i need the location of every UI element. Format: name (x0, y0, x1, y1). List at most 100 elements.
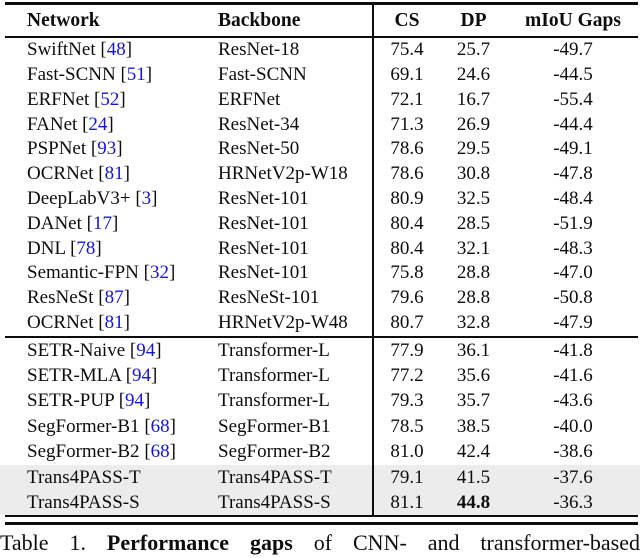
table-caption: Table 1. Performance gaps of CNN- and tr… (0, 530, 640, 556)
cell-network: SETR-Naive [94] (0, 338, 191, 363)
cell-dp: 28.8 (456, 287, 491, 309)
citation-link[interactable]: [78] (70, 237, 102, 259)
cell-miou: -38.6 (553, 441, 593, 463)
cell-network: SETR-PUP [94] (0, 388, 191, 413)
table-rule-bottom-thick (5, 521, 638, 525)
cell-backbone: Trans4PASS-S (218, 491, 331, 513)
citation-link[interactable]: [32] (143, 262, 176, 284)
cell-backbone: SegFormer-B1 (218, 415, 331, 437)
cell-dp: 25.7 (456, 39, 491, 61)
cell-cs: 78.6 (390, 138, 424, 160)
cell-network: SETR-MLA [94] (0, 363, 191, 388)
network-name: ERFNet (27, 88, 90, 110)
cell-backbone: ResNet-101 (218, 262, 309, 284)
cell-miou: -55.4 (553, 88, 593, 110)
cell-backbone: Transformer-L (218, 390, 330, 412)
cell-dp: 26.9 (456, 113, 491, 135)
citation-link[interactable]: [68] (144, 441, 176, 463)
cell-cs: 78.5 (390, 415, 424, 437)
table-header-row: Network Backbone CS DP mIoU Gaps (0, 5, 640, 36)
cell-network: DANet [17] (0, 212, 191, 237)
cell-dp: 16.7 (456, 88, 491, 110)
cell-miou: -44.4 (553, 113, 593, 135)
citation-link[interactable]: [93] (90, 138, 123, 160)
cell-cs: 78.6 (390, 163, 424, 185)
cell-backbone: ResNet-50 (218, 138, 300, 160)
table-row: SegFormer-B2 [68] SegFormer-B2 81.0 42.4… (0, 439, 640, 464)
cell-network: SwiftNet [48] (0, 38, 191, 63)
cell-miou: -40.0 (553, 415, 593, 437)
cell-cs: 81.0 (390, 441, 424, 463)
caption-bold-phrase: Performance gaps (106, 529, 293, 555)
citation-link[interactable]: [3] (135, 187, 158, 209)
citation-link[interactable]: [68] (144, 415, 176, 437)
network-name: SegFormer-B2 (27, 441, 140, 463)
cell-backbone: HRNetV2p-W18 (218, 163, 348, 185)
cell-cs: 80.4 (390, 212, 424, 234)
cell-dp: 42.4 (456, 441, 491, 463)
cell-backbone: ResNet-18 (218, 39, 300, 61)
cell-network: Semantic-FPN [32] (0, 261, 191, 286)
cell-miou: -47.0 (553, 262, 593, 284)
cell-cs: 80.4 (390, 237, 424, 259)
cell-cs: 79.3 (390, 390, 424, 412)
network-name: DNL (27, 237, 66, 259)
table-row: PSPNet [93] ResNet-50 78.6 29.5 -49.1 (0, 137, 640, 162)
cell-dp: 29.5 (456, 138, 491, 160)
table-rule-bottom-thin (5, 515, 638, 518)
cell-miou: -41.6 (553, 364, 593, 386)
table-row: OCRNet [81] HRNetV2p-W48 80.7 32.8 -47.9 (0, 311, 640, 336)
table-row: SETR-MLA [94] Transformer-L 77.2 35.6 -4… (0, 363, 640, 388)
cell-backbone: ResNeSt-101 (218, 287, 320, 309)
citation-link[interactable]: [81] (98, 311, 130, 333)
cell-cs: 80.9 (390, 187, 424, 209)
cell-cs: 75.4 (390, 39, 424, 61)
table-row: SwiftNet [48] ResNet-18 75.4 25.7 -49.7 (0, 38, 640, 63)
cell-miou: -41.8 (553, 339, 593, 361)
cell-network: OCRNet [81] (0, 162, 191, 187)
header-miou-gaps: mIoU Gaps (525, 9, 621, 31)
citation-link[interactable]: [94] (118, 390, 151, 412)
cell-backbone: SegFormer-B2 (218, 441, 331, 463)
network-name: PSPNet (27, 138, 87, 160)
citation-link[interactable]: [24] (82, 113, 114, 135)
cell-dp: 35.7 (456, 390, 491, 412)
cell-miou: -43.6 (553, 390, 593, 412)
cell-backbone: ResNet-101 (218, 237, 309, 259)
citation-link[interactable]: [48] (100, 39, 133, 61)
cell-miou: -49.1 (553, 138, 593, 160)
network-name: SETR-Naive (27, 339, 126, 361)
cell-cs: 71.3 (390, 113, 424, 135)
citation-link[interactable]: [17] (86, 212, 119, 234)
citation-link[interactable]: [94] (129, 339, 162, 361)
cell-miou: -50.8 (553, 287, 593, 309)
table-row: OCRNet [81] HRNetV2p-W18 78.6 30.8 -47.8 (0, 162, 640, 187)
cell-miou: -48.3 (553, 237, 593, 259)
caption-rest: of CNN- and transformer-based (313, 529, 640, 555)
cell-cs: 81.1 (390, 491, 424, 513)
citation-link[interactable]: [87] (98, 287, 130, 309)
table-row: Semantic-FPN [32] ResNet-101 75.8 28.8 -… (0, 261, 640, 286)
table-row-highlighted: Trans4PASS-T Trans4PASS-T 79.1 41.5 -37.… (0, 464, 640, 490)
cell-dp: 32.8 (456, 311, 491, 333)
cell-cs: 80.7 (390, 311, 424, 333)
citation-link[interactable]: [52] (94, 88, 126, 110)
cell-network: DeepLabV3+ [3] (0, 187, 191, 212)
citation-link[interactable]: [81] (98, 163, 130, 185)
cell-cs: 72.1 (390, 88, 424, 110)
cell-cs: 77.9 (390, 339, 424, 361)
cell-backbone: ResNet-101 (218, 187, 309, 209)
cell-dp: 28.5 (456, 212, 491, 234)
cell-dp: 38.5 (456, 415, 491, 437)
table-row: ERFNet [52] ERFNet 72.1 16.7 -55.4 (0, 88, 640, 113)
citation-link[interactable]: [51] (120, 63, 153, 85)
network-name: OCRNet (27, 163, 94, 185)
network-name: ResNeSt (27, 287, 94, 309)
caption-label: Table 1. (0, 529, 86, 555)
cell-cs: 79.6 (390, 287, 424, 309)
table-row: Fast-SCNN [51] Fast-SCNN 69.1 24.6 -44.5 (0, 63, 640, 88)
citation-link[interactable]: [94] (125, 364, 158, 386)
table-row: DeepLabV3+ [3] ResNet-101 80.9 32.5 -48.… (0, 187, 640, 212)
network-name: SETR-MLA (27, 364, 121, 386)
network-name: OCRNet (27, 311, 94, 333)
